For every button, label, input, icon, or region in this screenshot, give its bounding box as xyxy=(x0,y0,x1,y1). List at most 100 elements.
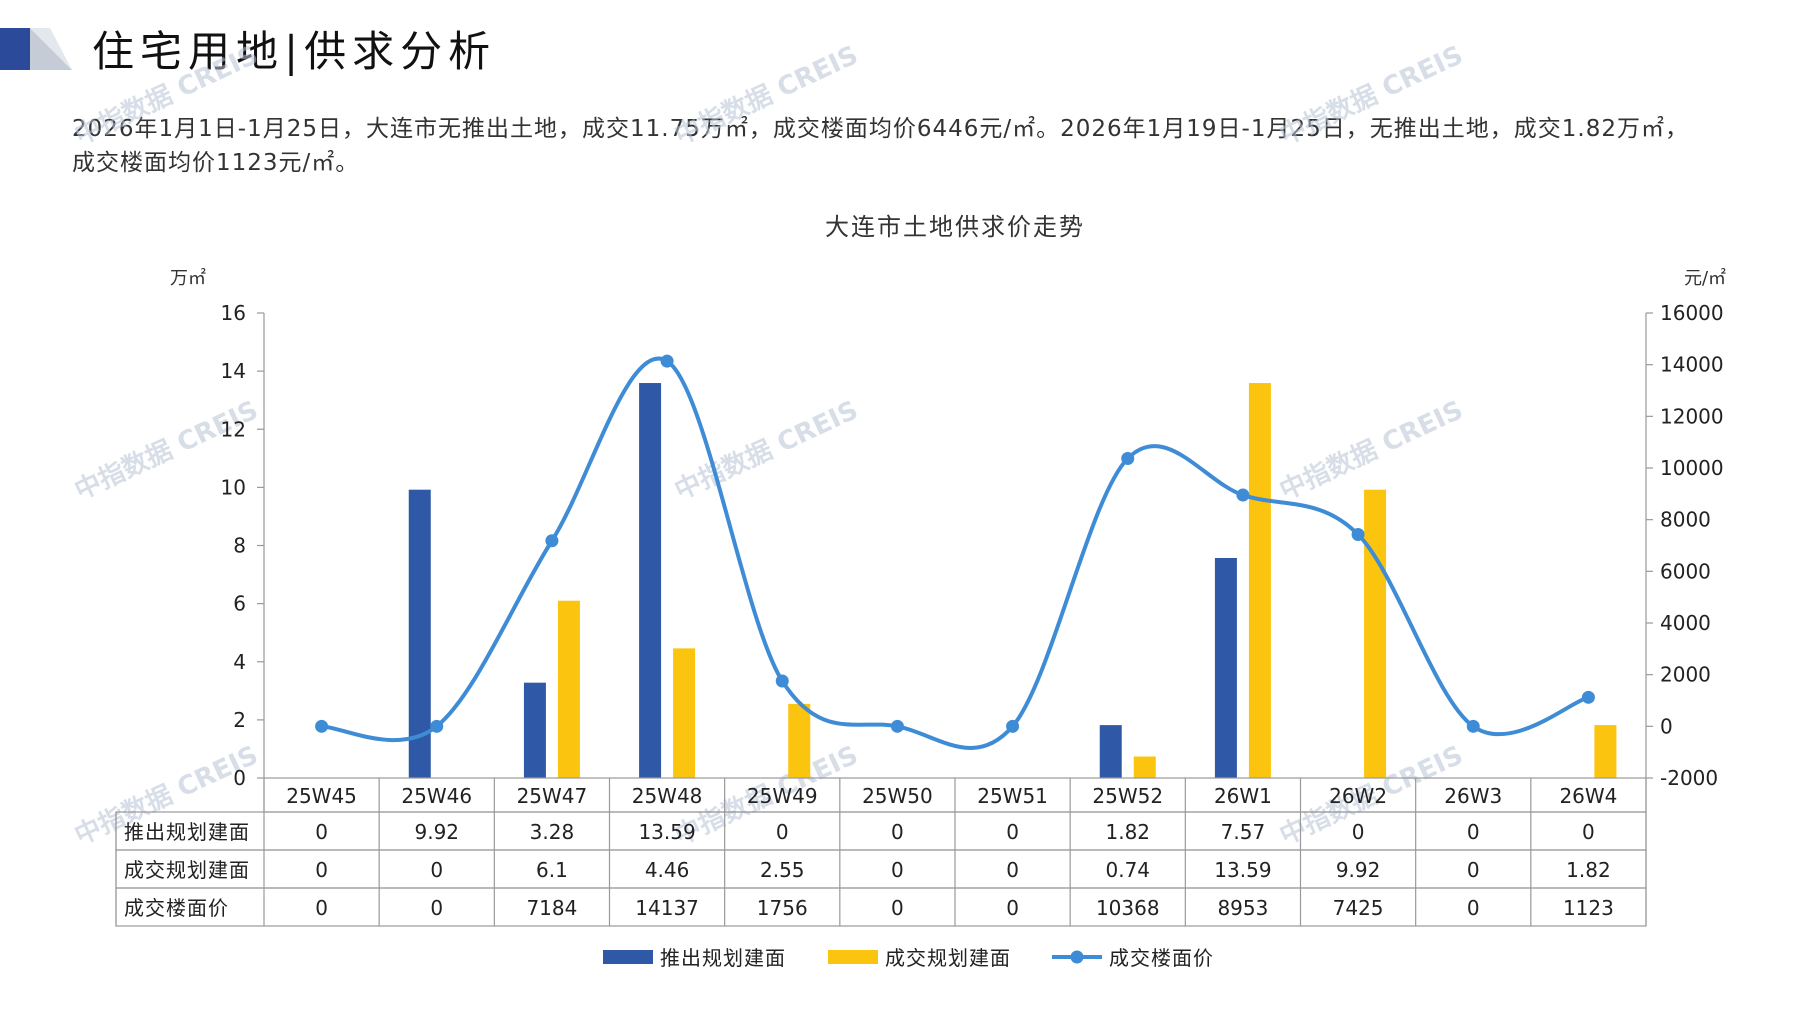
left-tick-label: 8 xyxy=(233,534,246,558)
chart-title: 大连市土地供求价走势 xyxy=(825,213,1085,241)
bar-transaction xyxy=(1594,725,1617,778)
table-cell: 7425 xyxy=(1333,896,1384,920)
category-label: 26W2 xyxy=(1329,784,1387,808)
price-point xyxy=(315,719,329,733)
price-point xyxy=(775,674,789,688)
table-cell: 0 xyxy=(1467,896,1480,920)
price-point xyxy=(1351,528,1365,542)
table-cell: 1123 xyxy=(1563,896,1614,920)
legend-swatch-supply xyxy=(603,950,653,964)
table-cell: 6.1 xyxy=(536,858,568,882)
table-cell: 2.55 xyxy=(760,858,805,882)
category-label: 26W4 xyxy=(1559,784,1617,808)
table-row-label: 推出规划建面 xyxy=(124,820,250,844)
category-label: 25W45 xyxy=(286,784,357,808)
price-point xyxy=(1121,451,1135,465)
price-point xyxy=(1236,488,1250,502)
left-tick-label: 2 xyxy=(233,708,246,732)
bar-supply xyxy=(1099,725,1122,778)
table-cell: 0 xyxy=(430,896,443,920)
price-point xyxy=(545,534,559,548)
category-label: 25W49 xyxy=(747,784,818,808)
bar-supply xyxy=(639,383,662,778)
table-cell: 7184 xyxy=(526,896,577,920)
legend-label-price: 成交楼面价 xyxy=(1109,946,1214,970)
left-tick-label: 12 xyxy=(221,417,246,441)
table-cell: 3.28 xyxy=(530,820,575,844)
table-cell: 0 xyxy=(315,858,328,882)
watermark-text: 中指数据 CREIS xyxy=(670,40,862,151)
right-tick-label: 8000 xyxy=(1660,508,1711,532)
table-cell: 0 xyxy=(891,896,904,920)
table-cell: 1756 xyxy=(757,896,808,920)
legend-swatch-transaction xyxy=(828,950,878,964)
category-label: 25W51 xyxy=(977,784,1048,808)
bar-transaction xyxy=(1364,489,1387,778)
bar-transaction xyxy=(1133,756,1156,778)
left-tick-label: 16 xyxy=(221,301,246,325)
table-cell: 1.82 xyxy=(1105,820,1150,844)
table-cell: 0.74 xyxy=(1105,858,1150,882)
right-tick-label: -2000 xyxy=(1660,766,1718,790)
price-point xyxy=(1006,719,1020,733)
table-cell: 0 xyxy=(1006,820,1019,844)
right-tick-label: 2000 xyxy=(1660,663,1711,687)
table-cell: 0 xyxy=(1352,820,1365,844)
bar-supply xyxy=(1214,557,1237,778)
category-label: 25W46 xyxy=(401,784,472,808)
table-cell: 10368 xyxy=(1096,896,1160,920)
table-cell: 0 xyxy=(315,896,328,920)
table-cell: 7.57 xyxy=(1221,820,1266,844)
price-point xyxy=(1581,690,1595,704)
right-tick-label: 10000 xyxy=(1660,456,1724,480)
category-label: 25W47 xyxy=(517,784,588,808)
price-point xyxy=(430,719,444,733)
brand-logo xyxy=(0,28,72,70)
price-point xyxy=(890,719,904,733)
table-cell: 0 xyxy=(1467,820,1480,844)
left-tick-label: 0 xyxy=(233,766,246,790)
bar-transaction xyxy=(788,703,811,778)
watermark-text: 中指数据 CREIS xyxy=(70,40,262,151)
table-cell: 1.82 xyxy=(1566,858,1611,882)
watermark-text: 中指数据 CREIS xyxy=(1275,395,1467,506)
right-tick-label: 4000 xyxy=(1660,611,1711,635)
right-tick-label: 14000 xyxy=(1660,353,1724,377)
left-axis-unit: 万㎡ xyxy=(170,267,206,289)
table-cell: 0 xyxy=(776,820,789,844)
table-cell: 0 xyxy=(891,820,904,844)
category-label: 26W3 xyxy=(1444,784,1502,808)
right-tick-label: 6000 xyxy=(1660,559,1711,583)
page-title: 住宅用地|供求分析 xyxy=(92,27,497,76)
table-cell: 8953 xyxy=(1217,896,1268,920)
bar-transaction xyxy=(673,648,696,778)
table-row-label: 成交楼面价 xyxy=(124,896,229,920)
legend-swatch-price-point xyxy=(1070,950,1084,964)
right-axis-unit: 元/㎡ xyxy=(1684,267,1726,289)
table-row xyxy=(115,811,1647,851)
watermark-text: 中指数据 CREIS xyxy=(670,395,862,506)
table-cell: 0 xyxy=(891,858,904,882)
table-cell: 0 xyxy=(315,820,328,844)
table-cell: 13.59 xyxy=(638,820,695,844)
legend-label-supply: 推出规划建面 xyxy=(660,946,786,970)
table-row xyxy=(115,849,1647,889)
price-line xyxy=(321,356,1590,750)
table-cell: 0 xyxy=(430,858,443,882)
category-label: 26W1 xyxy=(1214,784,1272,808)
category-label: 25W50 xyxy=(862,784,933,808)
price-point xyxy=(1466,719,1480,733)
price-point xyxy=(660,354,674,368)
left-tick-label: 14 xyxy=(221,359,246,383)
right-tick-label: 16000 xyxy=(1660,301,1724,325)
table-cell: 9.92 xyxy=(1336,858,1381,882)
left-tick-label: 6 xyxy=(233,592,246,616)
left-tick-label: 10 xyxy=(221,475,246,499)
table-row xyxy=(115,887,1647,927)
category-label: 25W48 xyxy=(632,784,703,808)
bar-transaction xyxy=(557,600,580,778)
table-row-label: 成交规划建面 xyxy=(124,858,250,882)
summary-text: 2026年1月1日-1月25日，大连市无推出土地，成交11.75万㎡，成交楼面均… xyxy=(72,116,1689,176)
bar-transaction xyxy=(1248,383,1271,778)
